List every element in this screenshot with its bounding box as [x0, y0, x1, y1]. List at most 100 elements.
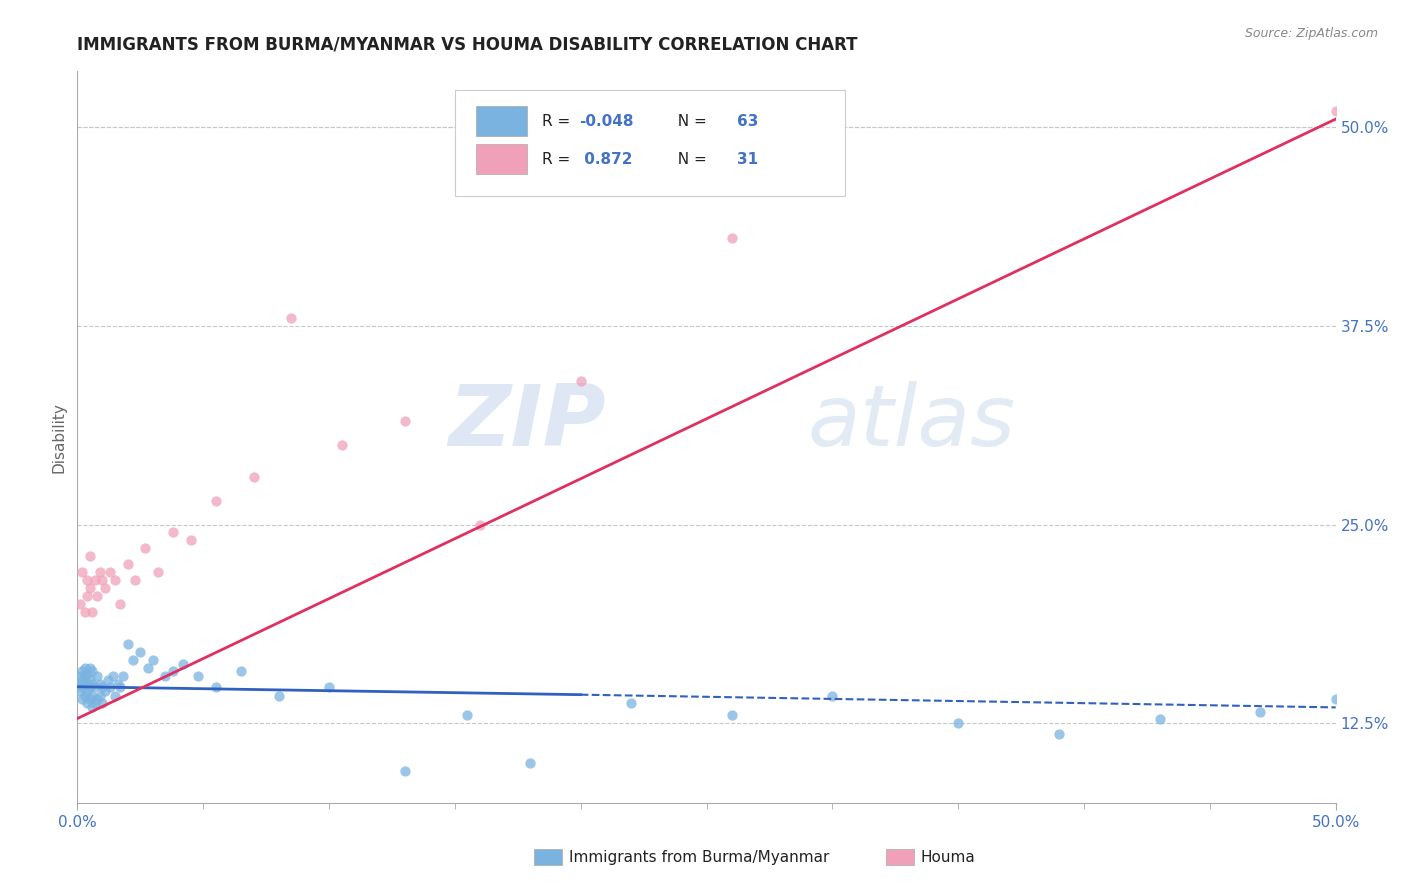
Point: [76, 589, 98, 603]
Point: [79, 672, 101, 686]
Point: [146, 566, 169, 580]
Point: [72, 680, 94, 694]
Text: R =: R =: [541, 152, 575, 167]
Point: [79, 581, 101, 595]
Point: [569, 375, 592, 389]
Point: [86, 692, 108, 706]
Point: [162, 525, 184, 540]
Point: [86, 589, 108, 603]
Point: [104, 573, 127, 587]
Point: [73, 605, 96, 619]
Point: [73, 676, 96, 690]
Point: [69, 684, 91, 698]
Point: [1324, 104, 1347, 119]
Point: [82, 605, 104, 619]
Point: [519, 756, 541, 770]
Point: [129, 645, 152, 659]
Text: N =: N =: [668, 113, 711, 128]
FancyBboxPatch shape: [477, 144, 527, 175]
Point: [394, 764, 416, 778]
Point: [69, 597, 91, 611]
Point: [162, 664, 184, 678]
Point: [242, 470, 264, 484]
Point: [204, 680, 226, 694]
Point: [82, 664, 104, 678]
Point: [76, 696, 98, 710]
Point: [84, 680, 107, 694]
Point: [948, 716, 970, 731]
Point: [155, 668, 177, 682]
Point: [456, 708, 478, 723]
Point: [821, 690, 844, 704]
Point: [72, 664, 94, 678]
Point: [468, 517, 491, 532]
FancyBboxPatch shape: [477, 106, 527, 136]
Point: [79, 549, 101, 564]
Point: [96, 673, 118, 688]
Text: Houma: Houma: [921, 850, 976, 864]
Text: IMMIGRANTS FROM BURMA/MYANMAR VS HOUMA DISABILITY CORRELATION CHART: IMMIGRANTS FROM BURMA/MYANMAR VS HOUMA D…: [77, 36, 858, 54]
Point: [107, 676, 129, 690]
Point: [1249, 705, 1271, 719]
Point: [318, 680, 340, 694]
Text: 31: 31: [737, 152, 758, 167]
Point: [82, 700, 104, 714]
Point: [108, 680, 131, 694]
Point: [101, 668, 124, 682]
Point: [79, 660, 101, 674]
Point: [134, 541, 156, 556]
Point: [117, 637, 139, 651]
Point: [1324, 692, 1347, 706]
Point: [172, 657, 194, 672]
Point: [187, 668, 209, 682]
Text: N =: N =: [668, 152, 711, 167]
Point: [104, 690, 127, 704]
Point: [91, 573, 114, 587]
Point: [94, 684, 117, 698]
Point: [229, 664, 252, 678]
Point: [72, 673, 94, 688]
Point: [89, 566, 111, 580]
Y-axis label: Disability: Disability: [51, 401, 66, 473]
Point: [98, 680, 121, 694]
Point: [76, 676, 98, 690]
Point: [124, 573, 146, 587]
Text: R =: R =: [541, 113, 575, 128]
Point: [72, 566, 94, 580]
Point: [73, 660, 96, 674]
Point: [84, 696, 107, 710]
Point: [136, 660, 159, 674]
Point: [142, 653, 165, 667]
Point: [73, 668, 96, 682]
Point: [72, 692, 94, 706]
Text: Immigrants from Burma/Myanmar: Immigrants from Burma/Myanmar: [569, 850, 830, 864]
Point: [82, 676, 104, 690]
Point: [394, 414, 416, 428]
Point: [720, 708, 742, 723]
Point: [1047, 727, 1070, 741]
Point: [94, 581, 117, 595]
Point: [84, 573, 107, 587]
Point: [69, 668, 91, 682]
Point: [89, 690, 111, 704]
Point: [91, 696, 114, 710]
Point: [79, 680, 101, 694]
Point: [98, 566, 121, 580]
Text: ZIP: ZIP: [449, 381, 606, 464]
Point: [111, 668, 134, 682]
Point: [82, 690, 104, 704]
Text: Source: ZipAtlas.com: Source: ZipAtlas.com: [1244, 27, 1378, 40]
Point: [76, 573, 98, 587]
Point: [117, 558, 139, 572]
Point: [267, 690, 290, 704]
Point: [69, 676, 91, 690]
Point: [620, 696, 643, 710]
Point: [76, 684, 98, 698]
Point: [204, 493, 226, 508]
Point: [121, 653, 143, 667]
Point: [79, 692, 101, 706]
Text: 63: 63: [737, 113, 758, 128]
Point: [73, 690, 96, 704]
Point: [280, 310, 302, 325]
Point: [720, 231, 742, 245]
